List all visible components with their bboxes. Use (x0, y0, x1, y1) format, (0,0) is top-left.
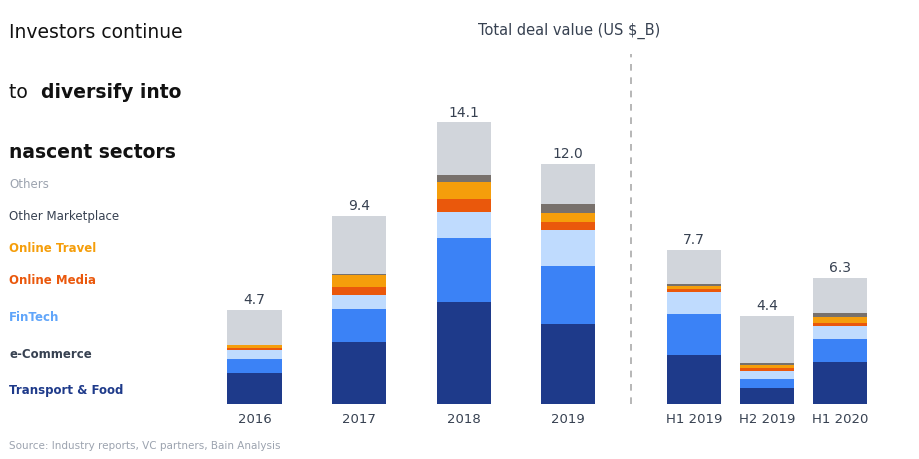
Bar (812, 313, 867, 317)
Text: e-Commerce: e-Commerce (9, 347, 92, 360)
Text: 4.4: 4.4 (755, 299, 777, 313)
Bar (332, 342, 386, 404)
Bar (540, 165, 595, 205)
Text: Online Travel: Online Travel (9, 241, 96, 254)
Text: 9.4: 9.4 (347, 199, 369, 213)
Text: Total deal value (US $_B): Total deal value (US $_B) (478, 23, 660, 39)
Text: Transport & Food: Transport & Food (9, 384, 123, 397)
Bar (437, 176, 491, 183)
Text: FinTech: FinTech (9, 310, 60, 323)
Bar (739, 379, 793, 388)
Bar (437, 183, 491, 200)
Bar (666, 290, 720, 292)
Bar (332, 309, 386, 342)
Text: Investors continue: Investors continue (9, 23, 183, 42)
Bar (332, 274, 386, 275)
Bar (739, 365, 793, 369)
Bar (332, 287, 386, 295)
Bar (812, 326, 867, 339)
Bar (332, 217, 386, 274)
Bar (437, 200, 491, 213)
Bar (812, 339, 867, 362)
Text: 4.7: 4.7 (244, 293, 266, 307)
Bar (666, 286, 720, 290)
Text: Online Media: Online Media (9, 274, 96, 286)
Text: diversify into: diversify into (41, 83, 182, 101)
Bar (437, 302, 491, 404)
Bar (540, 324, 595, 404)
Bar (227, 351, 281, 359)
Bar (666, 292, 720, 314)
Bar (437, 123, 491, 176)
Bar (540, 223, 595, 230)
Text: Others: Others (9, 177, 49, 190)
Bar (540, 205, 595, 213)
Bar (227, 373, 281, 404)
Text: to: to (9, 83, 34, 101)
Bar (812, 278, 867, 313)
Bar (666, 314, 720, 355)
Bar (540, 266, 595, 324)
Bar (332, 275, 386, 287)
Bar (540, 230, 595, 266)
Text: 14.1: 14.1 (448, 105, 479, 119)
Text: Source: Industry reports, VC partners, Bain Analysis: Source: Industry reports, VC partners, B… (9, 440, 280, 450)
Bar (332, 295, 386, 309)
Bar (739, 369, 793, 371)
Text: nascent sectors: nascent sectors (9, 142, 176, 161)
Text: 7.7: 7.7 (682, 233, 704, 247)
Bar (227, 346, 281, 349)
Bar (739, 364, 793, 365)
Bar (666, 251, 720, 284)
Bar (812, 317, 867, 324)
Text: Other Marketplace: Other Marketplace (9, 209, 119, 222)
Text: 6.3: 6.3 (828, 261, 850, 275)
Bar (227, 310, 281, 346)
Bar (540, 213, 595, 223)
Bar (227, 359, 281, 373)
Bar (666, 284, 720, 286)
Bar (739, 371, 793, 379)
Bar (666, 355, 720, 404)
Bar (812, 324, 867, 326)
Text: 12.0: 12.0 (552, 147, 583, 161)
Bar (812, 362, 867, 404)
Bar (437, 239, 491, 302)
Bar (437, 213, 491, 239)
Bar (227, 349, 281, 351)
Bar (739, 388, 793, 404)
Bar (739, 316, 793, 364)
